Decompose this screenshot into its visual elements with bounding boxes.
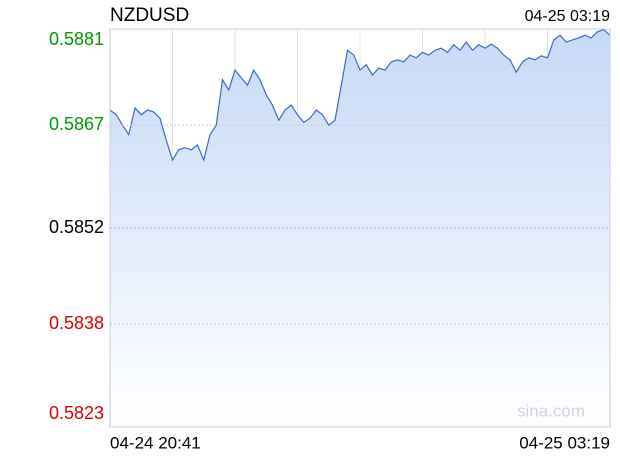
y-tick-label: 0.5852 <box>49 217 104 237</box>
chart-title: NZDUSD <box>110 5 189 26</box>
x-tick-label: 04-25 03:19 <box>519 433 610 452</box>
y-tick-label: 0.5823 <box>49 403 104 423</box>
y-tick-label: 0.5838 <box>49 313 104 333</box>
time-label: 04-25 03:19 <box>525 8 611 25</box>
plot-border <box>109 28 611 428</box>
watermark: sina.com <box>517 401 585 420</box>
line <box>109 29 611 162</box>
y-tick-label: 0.5867 <box>49 114 104 134</box>
y-tick-label: 0.5881 <box>49 29 104 49</box>
x-tick-label: 04-24 20:41 <box>110 433 201 452</box>
